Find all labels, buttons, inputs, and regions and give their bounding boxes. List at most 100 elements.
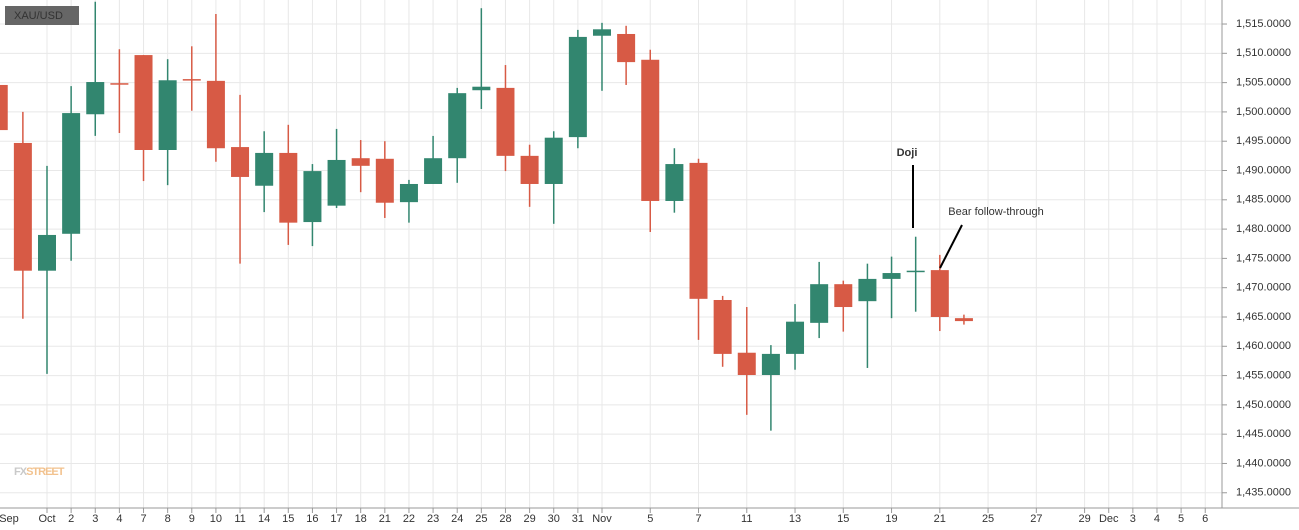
candle-body — [472, 86, 491, 91]
x-tick-label: 17 — [330, 513, 342, 525]
candle-body — [13, 142, 32, 271]
candle-body — [689, 162, 708, 299]
candle-body — [327, 159, 346, 206]
x-tick-label: 30 — [548, 513, 560, 525]
y-tick-label: 1,455.0000 — [1236, 369, 1291, 381]
x-tick-label: Nov — [592, 513, 612, 525]
x-tick-label: 15 — [282, 513, 294, 525]
candle-body — [617, 33, 636, 63]
candle-body — [737, 352, 756, 375]
candle-body — [424, 158, 443, 184]
candle-body — [568, 36, 587, 138]
x-tick-label: 11 — [234, 513, 245, 525]
candle-body — [448, 93, 467, 159]
x-tick-label: 25 — [475, 513, 487, 525]
x-tick-label: 19 — [885, 513, 897, 525]
symbol-badge — [5, 6, 79, 25]
candle-body — [713, 299, 732, 354]
x-tick-label: 29 — [1078, 513, 1090, 525]
x-tick-label: 8 — [165, 513, 171, 525]
x-tick-label: Sep — [0, 513, 19, 525]
x-tick-label: 11 — [741, 513, 752, 525]
y-tick-label: 1,515.0000 — [1236, 18, 1291, 30]
x-tick-label: 23 — [427, 513, 439, 525]
x-tick-label: 4 — [1154, 513, 1160, 525]
x-tick-label: 22 — [403, 513, 415, 525]
x-tick-label: 15 — [837, 513, 849, 525]
x-tick-label: 3 — [92, 513, 98, 525]
x-tick-label: 9 — [189, 513, 195, 525]
watermark-fx: FX — [14, 466, 28, 478]
x-tick-label: 28 — [499, 513, 511, 525]
candle-body — [279, 152, 298, 223]
x-tick-label: Dec — [1099, 513, 1119, 525]
y-tick-label: 1,505.0000 — [1236, 77, 1291, 89]
candle-body — [641, 59, 660, 201]
x-tick-label: 16 — [306, 513, 318, 525]
x-tick-label: 18 — [355, 513, 367, 525]
candle-body — [134, 55, 153, 150]
y-tick-label: 1,450.0000 — [1236, 399, 1291, 411]
candle-body — [182, 79, 201, 81]
y-tick-label: 1,480.0000 — [1236, 223, 1291, 235]
x-tick-label: 14 — [258, 513, 270, 525]
annotation: Bear follow-through — [948, 206, 1043, 218]
candle-body — [351, 158, 370, 166]
annotation: Doji — [897, 147, 918, 159]
candle-body — [834, 284, 853, 308]
candle-body — [399, 183, 418, 203]
y-tick-label: 1,440.0000 — [1236, 457, 1291, 469]
candle-body — [303, 171, 322, 223]
x-tick-label: 13 — [789, 513, 801, 525]
y-tick-label: 1,465.0000 — [1236, 311, 1291, 323]
x-tick-label: 21 — [379, 513, 391, 525]
candle-body — [86, 82, 105, 115]
candle-body — [375, 158, 394, 203]
watermark: FXSTREET — [14, 466, 65, 478]
x-tick-label: 2 — [68, 513, 74, 525]
y-tick-label: 1,490.0000 — [1236, 164, 1291, 176]
annotation-line — [939, 224, 963, 269]
candle-body — [158, 80, 177, 150]
candle-body — [38, 234, 56, 271]
candle-body — [954, 318, 973, 322]
candle-body — [592, 29, 611, 36]
candle-body — [255, 152, 274, 186]
candle-body — [665, 164, 684, 201]
y-tick-label: 1,435.0000 — [1236, 487, 1291, 499]
x-tick-label: 5 — [647, 513, 653, 525]
x-tick-label: 25 — [982, 513, 994, 525]
x-tick-label: 5 — [1178, 513, 1184, 525]
candle-body — [810, 284, 829, 323]
candle-body — [520, 155, 539, 184]
x-tick-label: 10 — [210, 513, 222, 525]
symbol-label: XAU/USD — [14, 10, 63, 22]
candle-body — [858, 278, 877, 302]
y-tick-label: 1,475.0000 — [1236, 252, 1291, 264]
candle-body — [786, 321, 805, 354]
x-tick-label: 6 — [1202, 513, 1208, 525]
y-tick-label: 1,445.0000 — [1236, 428, 1291, 440]
candle-body — [206, 80, 225, 149]
x-tick-label: 21 — [934, 513, 946, 525]
candle-body — [544, 137, 563, 184]
candle-body — [882, 273, 901, 279]
x-tick-label: 7 — [140, 513, 146, 525]
x-tick-label: Oct — [38, 513, 55, 525]
candle-body — [110, 83, 129, 85]
x-tick-label: 27 — [1030, 513, 1042, 525]
x-tick-label: 7 — [695, 513, 701, 525]
y-tick-label: 1,460.0000 — [1236, 340, 1291, 352]
y-tick-label: 1,470.0000 — [1236, 282, 1291, 294]
x-tick-label: 31 — [572, 513, 584, 525]
candle-body — [496, 87, 515, 156]
x-tick-label: 29 — [523, 513, 535, 525]
x-tick-label: 24 — [451, 513, 463, 525]
x-tick-label: 3 — [1130, 513, 1136, 525]
y-tick-label: 1,485.0000 — [1236, 194, 1291, 206]
candle-body — [0, 84, 8, 131]
candle-body — [62, 113, 81, 234]
y-tick-label: 1,510.0000 — [1236, 47, 1291, 59]
candle-body — [231, 147, 250, 177]
